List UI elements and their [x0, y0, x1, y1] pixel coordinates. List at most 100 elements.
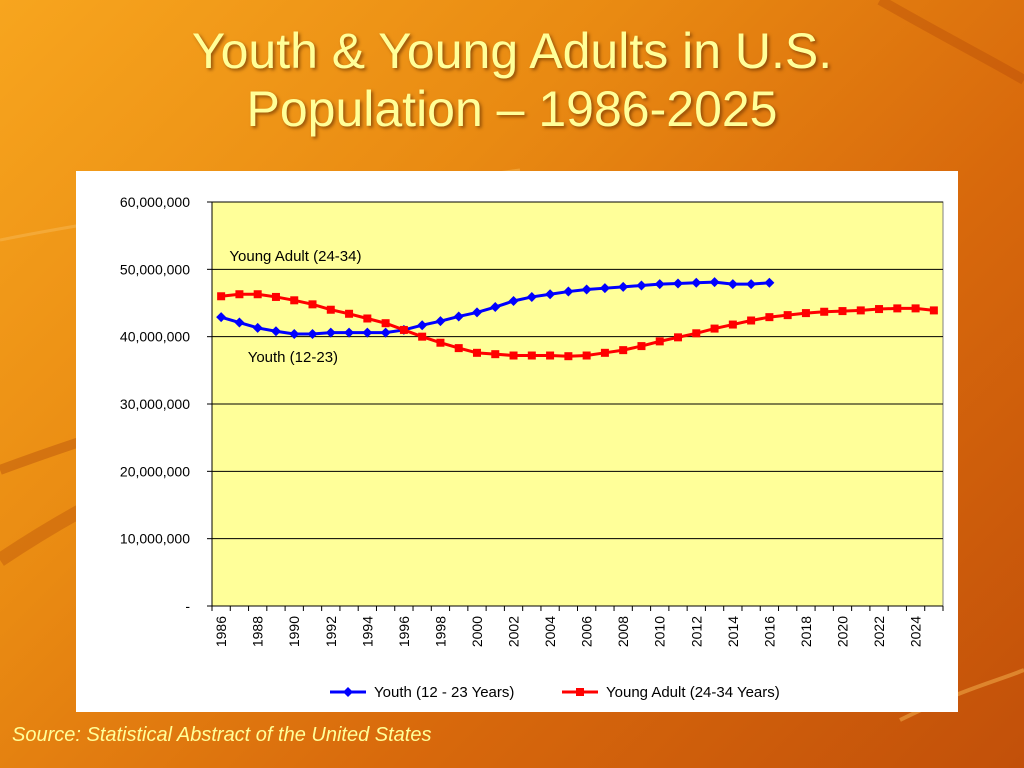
data-point	[655, 337, 664, 346]
data-point	[691, 277, 702, 288]
data-point	[527, 351, 536, 360]
population-line-chart: - 10,000,000 20,000,000 30,000,000 40,000,00…	[120, 194, 944, 701]
data-point	[436, 338, 445, 347]
data-point	[838, 307, 847, 316]
x-tick-label: 2018	[798, 616, 814, 647]
data-point	[674, 333, 683, 342]
chart-annotation: Youth (12-23)	[248, 349, 338, 366]
data-point	[289, 328, 300, 339]
data-point	[727, 279, 738, 290]
data-point	[508, 295, 519, 306]
data-point	[472, 348, 481, 357]
y-tick-label: -	[185, 598, 190, 614]
chart-annotation: Young Adult (24-34)	[229, 248, 361, 265]
y-tick-label: 40,000,000	[120, 329, 190, 345]
data-point	[454, 344, 463, 353]
x-tick-label: 2016	[761, 616, 777, 647]
data-point	[728, 320, 737, 329]
data-point	[471, 307, 482, 318]
legend-marker	[343, 687, 353, 697]
data-point	[235, 290, 244, 299]
x-tick-label: 2012	[688, 616, 704, 647]
data-point	[217, 292, 226, 301]
series-line	[220, 292, 935, 358]
data-point	[345, 309, 354, 318]
x-tick-label: 2002	[506, 616, 522, 647]
x-tick-label: 1992	[323, 616, 339, 647]
data-point	[453, 311, 464, 322]
data-point	[381, 319, 390, 328]
data-point	[418, 332, 427, 341]
data-point	[619, 346, 628, 355]
data-point	[290, 296, 299, 305]
data-point	[491, 350, 500, 359]
x-tick-label: 2014	[725, 616, 741, 647]
data-point	[582, 351, 591, 360]
data-point	[270, 326, 281, 337]
data-point	[710, 324, 719, 333]
data-point	[363, 314, 372, 323]
data-point	[747, 316, 756, 325]
x-tick-label: 1996	[396, 616, 412, 647]
data-point	[326, 305, 335, 314]
legend-label: Young Adult (24-34 Years)	[606, 684, 780, 701]
y-tick-label: 10,000,000	[120, 531, 190, 547]
data-point	[618, 281, 629, 292]
x-tick-label: 2008	[615, 616, 631, 647]
data-point	[308, 300, 317, 309]
legend-marker	[576, 688, 584, 696]
data-point	[709, 277, 720, 288]
data-point	[929, 306, 938, 315]
x-tick-label: 2004	[542, 616, 558, 647]
data-point	[801, 309, 810, 318]
data-point	[673, 278, 684, 289]
data-point	[546, 351, 555, 360]
data-point	[490, 302, 501, 313]
data-point	[746, 279, 757, 290]
data-point	[271, 292, 280, 301]
source-note: Source: Statistical Abstract of the Unit…	[12, 724, 432, 746]
data-point	[563, 286, 574, 297]
data-point	[820, 307, 829, 316]
data-point	[526, 291, 537, 302]
data-point	[636, 280, 647, 291]
data-point	[325, 327, 336, 338]
data-point	[564, 352, 573, 361]
data-point	[417, 320, 428, 331]
data-point	[216, 312, 227, 323]
x-tick-label: 2010	[652, 616, 668, 647]
data-point	[875, 305, 884, 314]
x-tick-label: 1988	[250, 616, 266, 647]
title-line-1: Youth & Young Adults in U.S.	[191, 23, 833, 79]
data-point	[545, 289, 556, 300]
data-point	[783, 311, 792, 320]
y-tick-label: 60,000,000	[120, 194, 190, 210]
data-point	[654, 279, 665, 290]
x-tick-label: 2020	[834, 616, 850, 647]
data-point	[692, 329, 701, 338]
x-tick-label: 1994	[359, 616, 375, 647]
data-point	[764, 277, 775, 288]
x-tick-label: 2022	[871, 616, 887, 647]
data-point	[435, 316, 446, 327]
chart-container: - 10,000,000 20,000,000 30,000,000 40,000,00…	[76, 171, 958, 712]
slide-title: Youth & Young Adults in U.S. Population …	[0, 22, 1024, 138]
data-point	[399, 325, 408, 334]
data-point	[344, 327, 355, 338]
title-line-2: Population – 1986-2025	[246, 81, 778, 137]
y-tick-label: 30,000,000	[120, 396, 190, 412]
x-tick-label: 1986	[213, 616, 229, 647]
data-point	[380, 327, 391, 338]
x-tick-label: 1990	[286, 616, 302, 647]
data-point	[765, 313, 774, 322]
x-tick-label: 1998	[432, 616, 448, 647]
legend-label: Youth (12 - 23 Years)	[374, 684, 514, 701]
x-tick-label: 2000	[469, 616, 485, 647]
data-point	[362, 327, 373, 338]
data-point	[911, 304, 920, 313]
data-point	[893, 304, 902, 313]
y-tick-label: 50,000,000	[120, 261, 190, 277]
data-point	[253, 290, 262, 299]
data-point	[599, 283, 610, 294]
data-point	[637, 342, 646, 351]
